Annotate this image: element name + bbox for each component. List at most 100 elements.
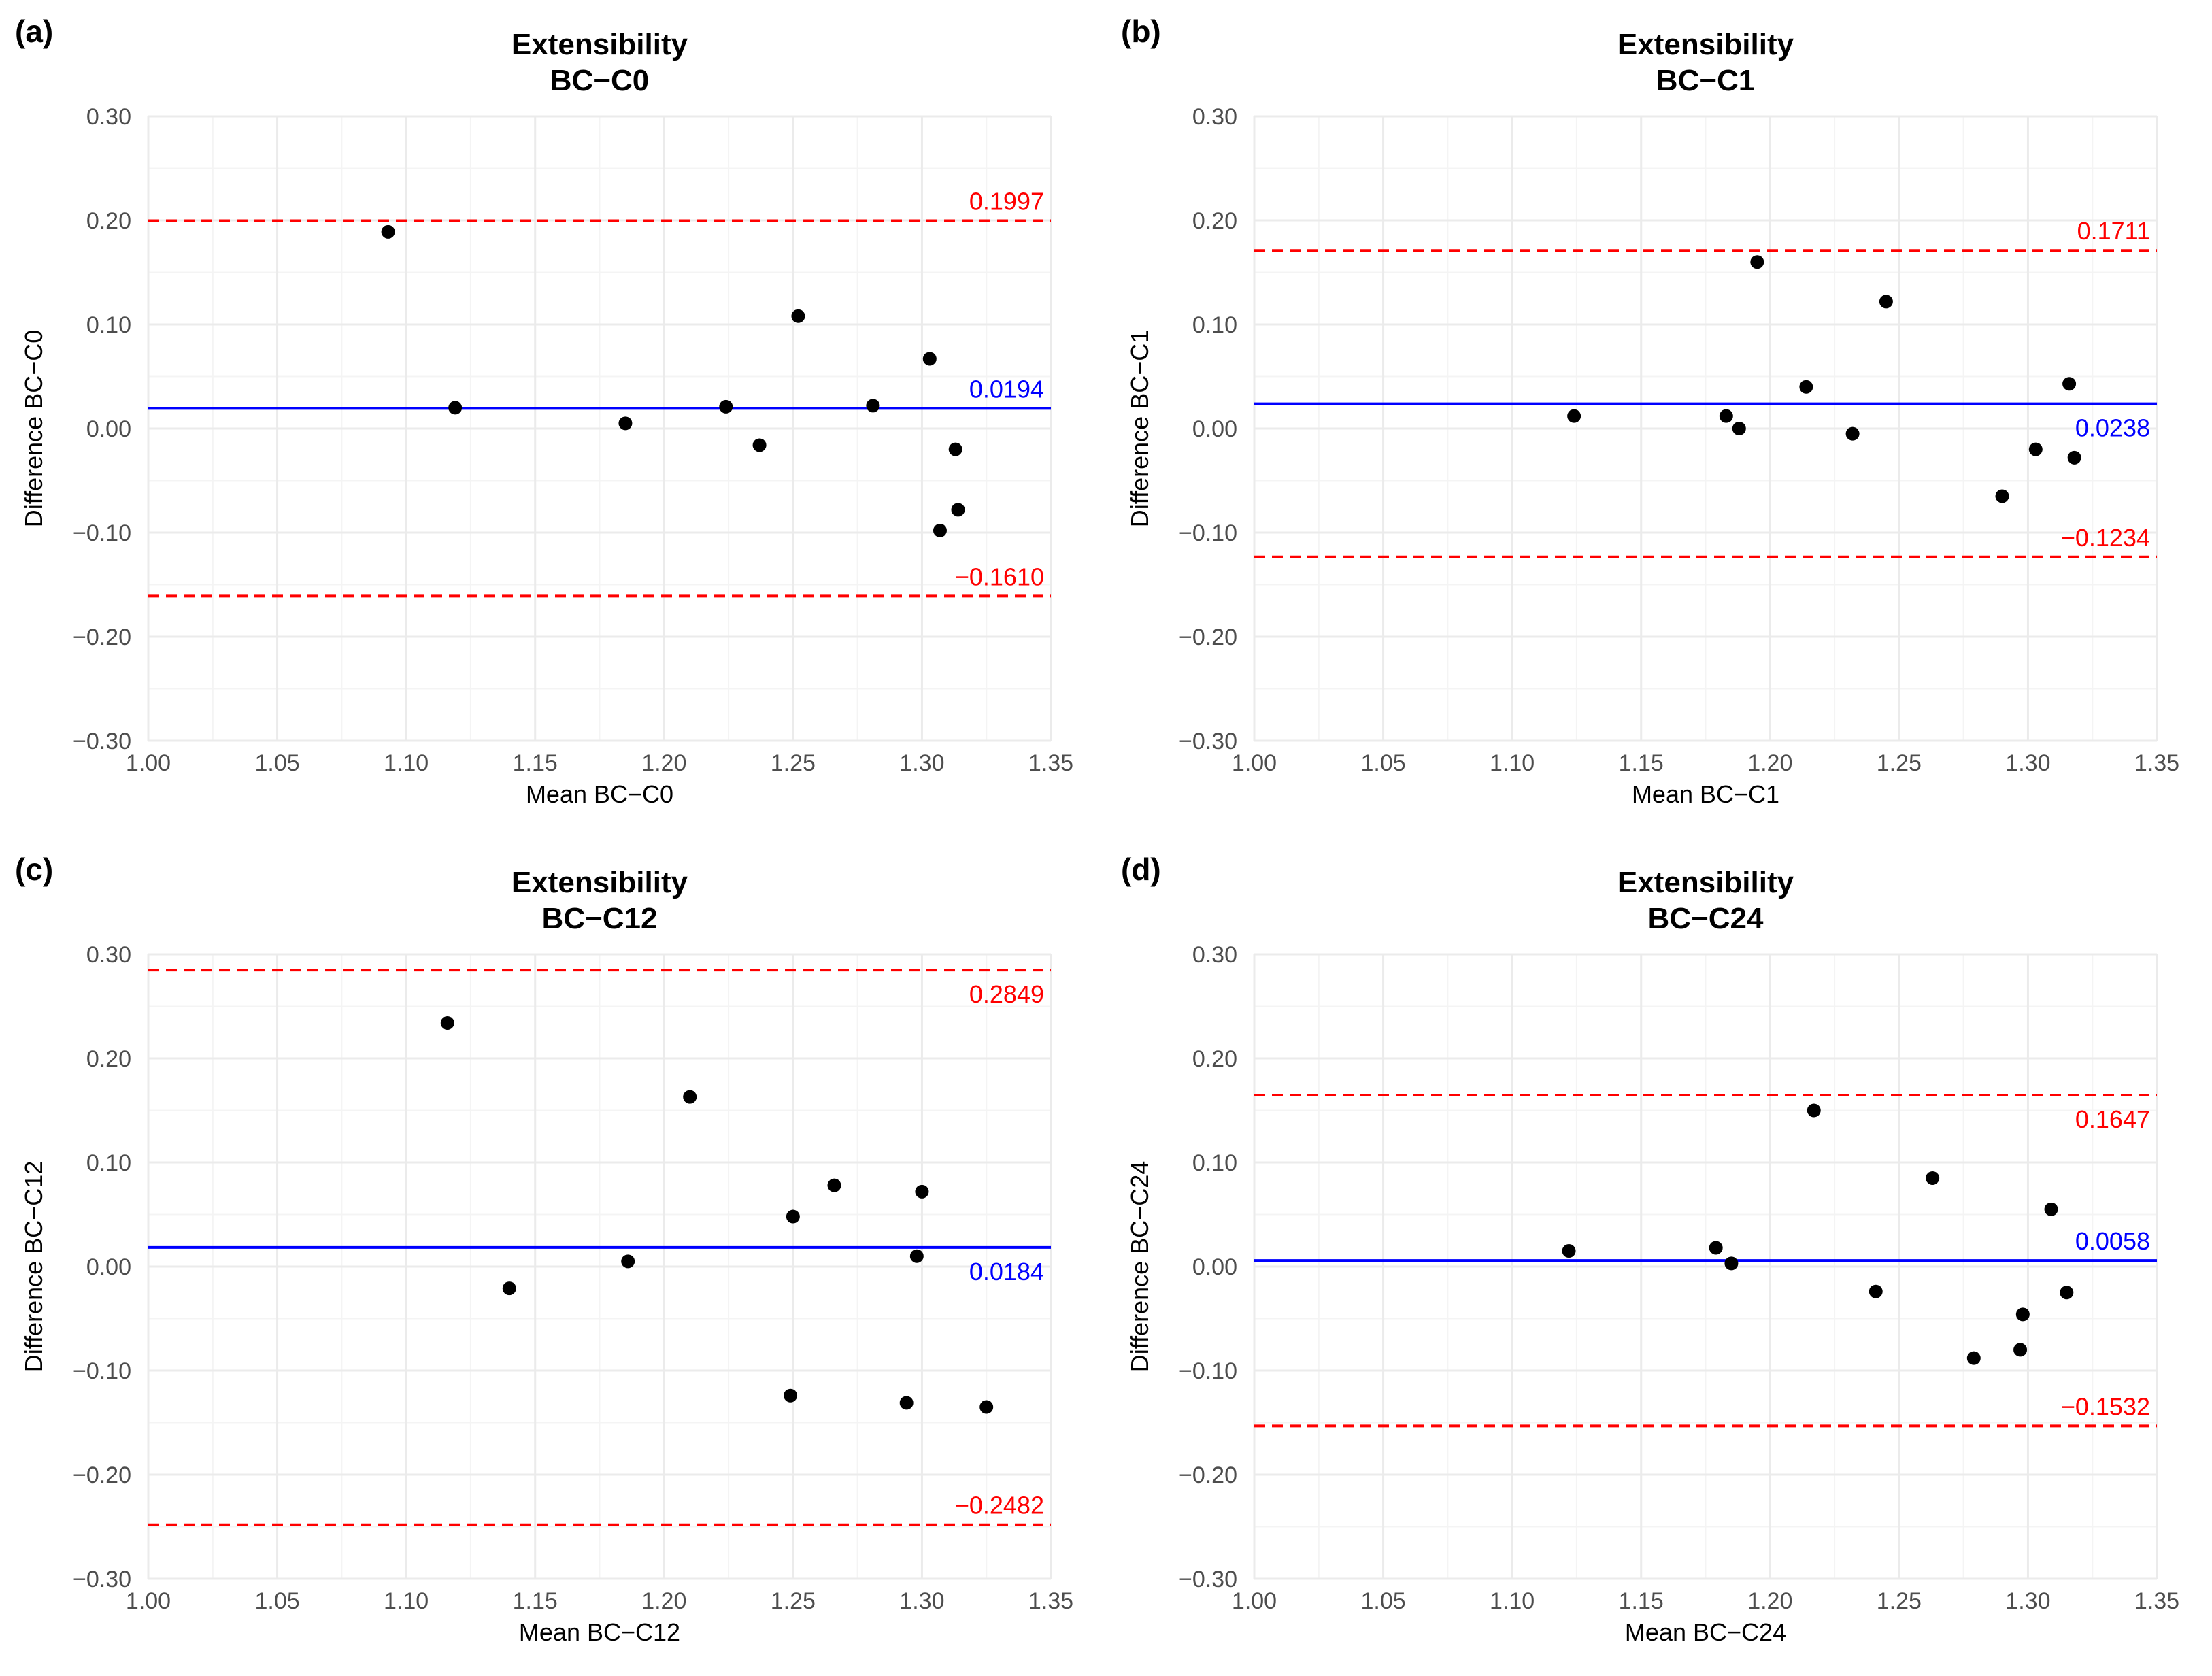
data-point [1567, 409, 1581, 423]
data-point [2013, 1343, 2028, 1357]
mean-diff-label: 0.0184 [969, 1258, 1044, 1286]
y-axis-label: Difference BC−C0 [20, 330, 48, 527]
y-tick-label: 0.20 [86, 208, 131, 234]
chart-title: Extensibility [1618, 28, 1794, 61]
y-tick-label: −0.10 [73, 520, 131, 546]
data-point [786, 1209, 800, 1224]
x-tick-label: 1.05 [254, 1588, 299, 1614]
grid-major [1253, 953, 2158, 1580]
x-tick-label: 1.00 [1232, 750, 1277, 776]
x-tick-label: 1.15 [513, 750, 558, 776]
x-tick-label: 1.00 [126, 750, 171, 776]
data-point [899, 1396, 914, 1410]
y-tick-label: 0.20 [86, 1046, 131, 1072]
data-point [621, 1254, 635, 1269]
y-tick-label: 0.10 [86, 1150, 131, 1176]
data-point [1709, 1241, 1723, 1255]
chart-subtitle: BC−C0 [550, 64, 650, 97]
y-tick-label: −0.20 [73, 624, 131, 650]
x-tick-label: 1.25 [1877, 750, 1922, 776]
data-point [618, 416, 633, 431]
data-point [922, 352, 937, 366]
data-point [1807, 1103, 1821, 1118]
data-point [909, 1249, 924, 1263]
data-point [933, 523, 947, 537]
y-tick-label: 0.10 [1192, 1150, 1237, 1176]
data-point [784, 1388, 798, 1403]
data-point [1719, 409, 1733, 423]
data-point [440, 1016, 454, 1030]
data-point [1995, 489, 2009, 503]
chart-panel-d: (d) Extensibility BC−C24 1.00 1.05 1.10 1.15 1.… [1106, 838, 2212, 1676]
data-point [791, 309, 805, 323]
x-tick-label: 1.20 [1747, 1588, 1792, 1614]
y-tick-label: 0.30 [1192, 942, 1237, 968]
y-axis-label: Difference BC−C1 [1126, 330, 1154, 527]
y-axis-label: Difference BC−C12 [20, 1161, 48, 1373]
data-point [951, 503, 965, 517]
chart-subtitle: BC−C12 [542, 902, 658, 935]
data-point [827, 1178, 841, 1192]
x-tick-label: 1.25 [771, 1588, 816, 1614]
x-axis-label: Mean BC−C12 [519, 1618, 680, 1646]
y-tick-label: −0.10 [1179, 1358, 1237, 1384]
upper-loa-label: 0.1997 [969, 187, 1044, 215]
x-tick-label: 1.15 [1619, 1588, 1664, 1614]
y-tick-label: 0.10 [86, 312, 131, 338]
mean-diff-label: 0.0238 [2075, 414, 2150, 442]
y-tick-label: −0.30 [73, 1566, 131, 1592]
data-point [1845, 426, 1860, 441]
chart-title: Extensibility [512, 866, 688, 899]
data-point [719, 399, 733, 414]
data-point [1879, 295, 1893, 309]
x-tick-label: 1.20 [641, 1588, 686, 1614]
lower-loa-label: −0.1610 [955, 563, 1044, 590]
mean-diff-label: 0.0194 [969, 375, 1044, 403]
x-tick-label: 1.15 [513, 1588, 558, 1614]
x-axis-label: Mean BC−C0 [526, 780, 673, 808]
data-point [1724, 1256, 1739, 1271]
grid-major [147, 953, 1052, 1580]
data-point [1799, 380, 1813, 394]
x-tick-label: 1.25 [771, 750, 816, 776]
panel-label: (c) [15, 852, 53, 887]
chart-subtitle: BC−C1 [1656, 64, 1756, 97]
lower-loa-label: −0.1532 [2061, 1392, 2150, 1420]
x-tick-label: 1.35 [2134, 750, 2179, 776]
x-tick-label: 1.15 [1619, 750, 1664, 776]
data-point [502, 1281, 516, 1296]
x-axis-label: Mean BC−C24 [1625, 1618, 1786, 1646]
data-point [1750, 255, 1764, 269]
y-tick-label: 0.00 [1192, 416, 1237, 442]
data-point [1869, 1284, 1883, 1298]
y-tick-label: −0.20 [1179, 624, 1237, 650]
panel-label: (d) [1121, 852, 1161, 887]
data-point [2067, 450, 2081, 465]
y-axis-label: Difference BC−C24 [1126, 1161, 1154, 1373]
chart-title: Extensibility [512, 28, 688, 61]
chart-panel-b: (b) Extensibility BC−C1 1.00 1.05 1.10 1.15 1.2… [1106, 0, 2212, 838]
y-tick-label: 0.20 [1192, 208, 1237, 234]
y-tick-label: 0.20 [1192, 1046, 1237, 1072]
x-tick-label: 1.30 [2005, 1588, 2050, 1614]
data-point [2044, 1202, 2058, 1216]
x-tick-label: 1.25 [1877, 1588, 1922, 1614]
y-tick-label: 0.00 [1192, 1254, 1237, 1280]
x-tick-label: 1.05 [1360, 1588, 1405, 1614]
x-tick-label: 1.10 [384, 750, 429, 776]
x-tick-label: 1.05 [1360, 750, 1405, 776]
lower-loa-label: −0.1234 [2061, 524, 2150, 552]
data-point [1966, 1351, 1981, 1365]
upper-loa-label: 0.2849 [969, 980, 1044, 1008]
lower-loa-label: −0.2482 [955, 1492, 1044, 1520]
x-tick-label: 1.05 [254, 750, 299, 776]
data-point [915, 1184, 929, 1199]
x-tick-label: 1.10 [1490, 1588, 1535, 1614]
y-tick-label: 0.00 [86, 1254, 131, 1280]
x-tick-label: 1.35 [2134, 1588, 2179, 1614]
data-point [2028, 442, 2043, 456]
